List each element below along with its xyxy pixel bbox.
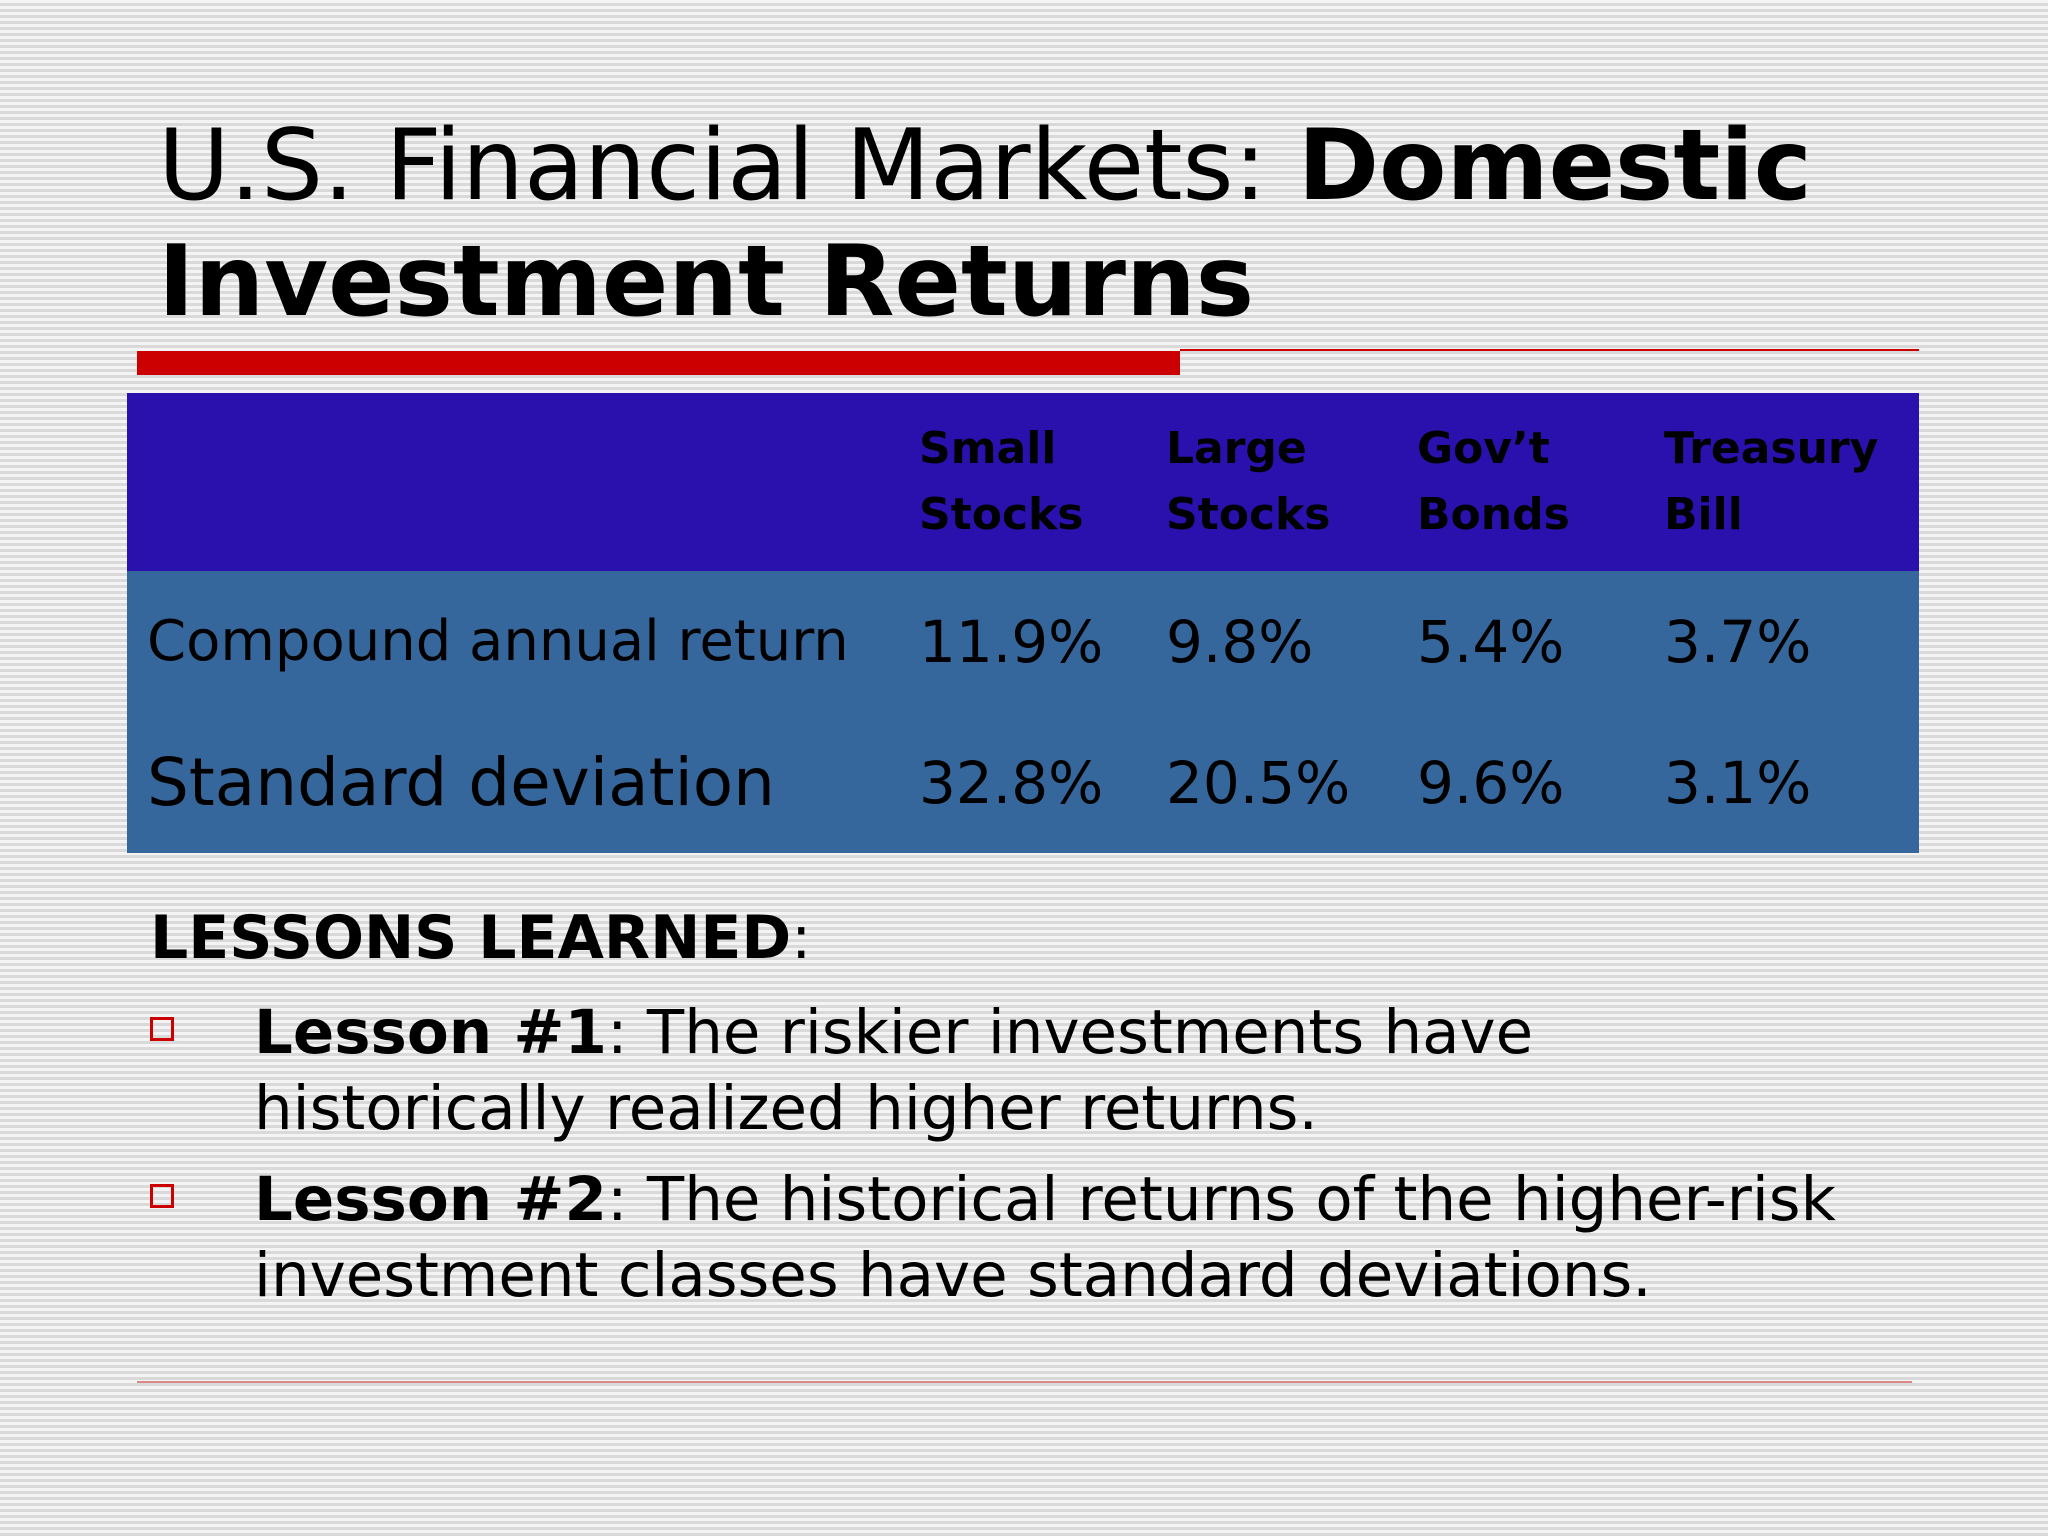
table-header-empty [127, 393, 919, 571]
footer-divider [137, 1381, 1912, 1383]
column-header-small-stocks: Small Stocks [919, 423, 1084, 540]
column-header-treasury-bill: Treasury Bill [1664, 423, 1879, 540]
table-header-row: Small Stocks Large Stocks Gov’t Bonds Treas… [127, 393, 1919, 571]
title-bold-part: Domestic Investment Returns [158, 109, 1812, 339]
slide-title: U.S. Financial Markets: Domestic Investm… [158, 108, 1958, 340]
square-bullet-icon [150, 1184, 174, 1208]
lesson-text: Lesson #1: The riskier investments have … [254, 997, 1534, 1144]
column-header-govt-bonds: Gov’t Bonds [1417, 423, 1570, 540]
returns-table: Small Stocks Large Stocks Gov’t Bonds Treas… [127, 393, 1919, 853]
table-cell: 3.7% [1664, 607, 1812, 676]
table-cell: 9.6% [1417, 748, 1565, 817]
returns-table-container: Small Stocks Large Stocks Gov’t Bonds Treas… [127, 393, 1919, 854]
title-underline-thin [1180, 349, 1919, 351]
table-row: Compound annual return 11.9% 9.8% 5.4% 3… [127, 571, 1919, 712]
lessons-heading: LESSONS LEARNED: [150, 903, 812, 973]
square-bullet-icon [150, 1017, 174, 1041]
table-cell: 9.8% [1166, 607, 1314, 676]
row-label-compound-annual-return: Compound annual return [147, 609, 849, 674]
table-cell: 11.9% [919, 607, 1104, 676]
lesson-text: Lesson #2: The historical returns of the… [254, 1164, 1836, 1311]
column-header-large-stocks: Large Stocks [1166, 423, 1331, 540]
table-cell: 3.1% [1664, 748, 1812, 817]
row-label-standard-deviation: Standard deviation [147, 744, 775, 821]
table-row: Standard deviation 32.8% 20.5% 9.6% 3.1% [127, 712, 1919, 853]
table-cell: 5.4% [1417, 607, 1565, 676]
title-normal-part: U.S. Financial Markets: [158, 109, 1298, 223]
table-cell: 32.8% [919, 748, 1104, 817]
table-cell: 20.5% [1166, 748, 1351, 817]
title-underline-thick [137, 351, 1180, 375]
